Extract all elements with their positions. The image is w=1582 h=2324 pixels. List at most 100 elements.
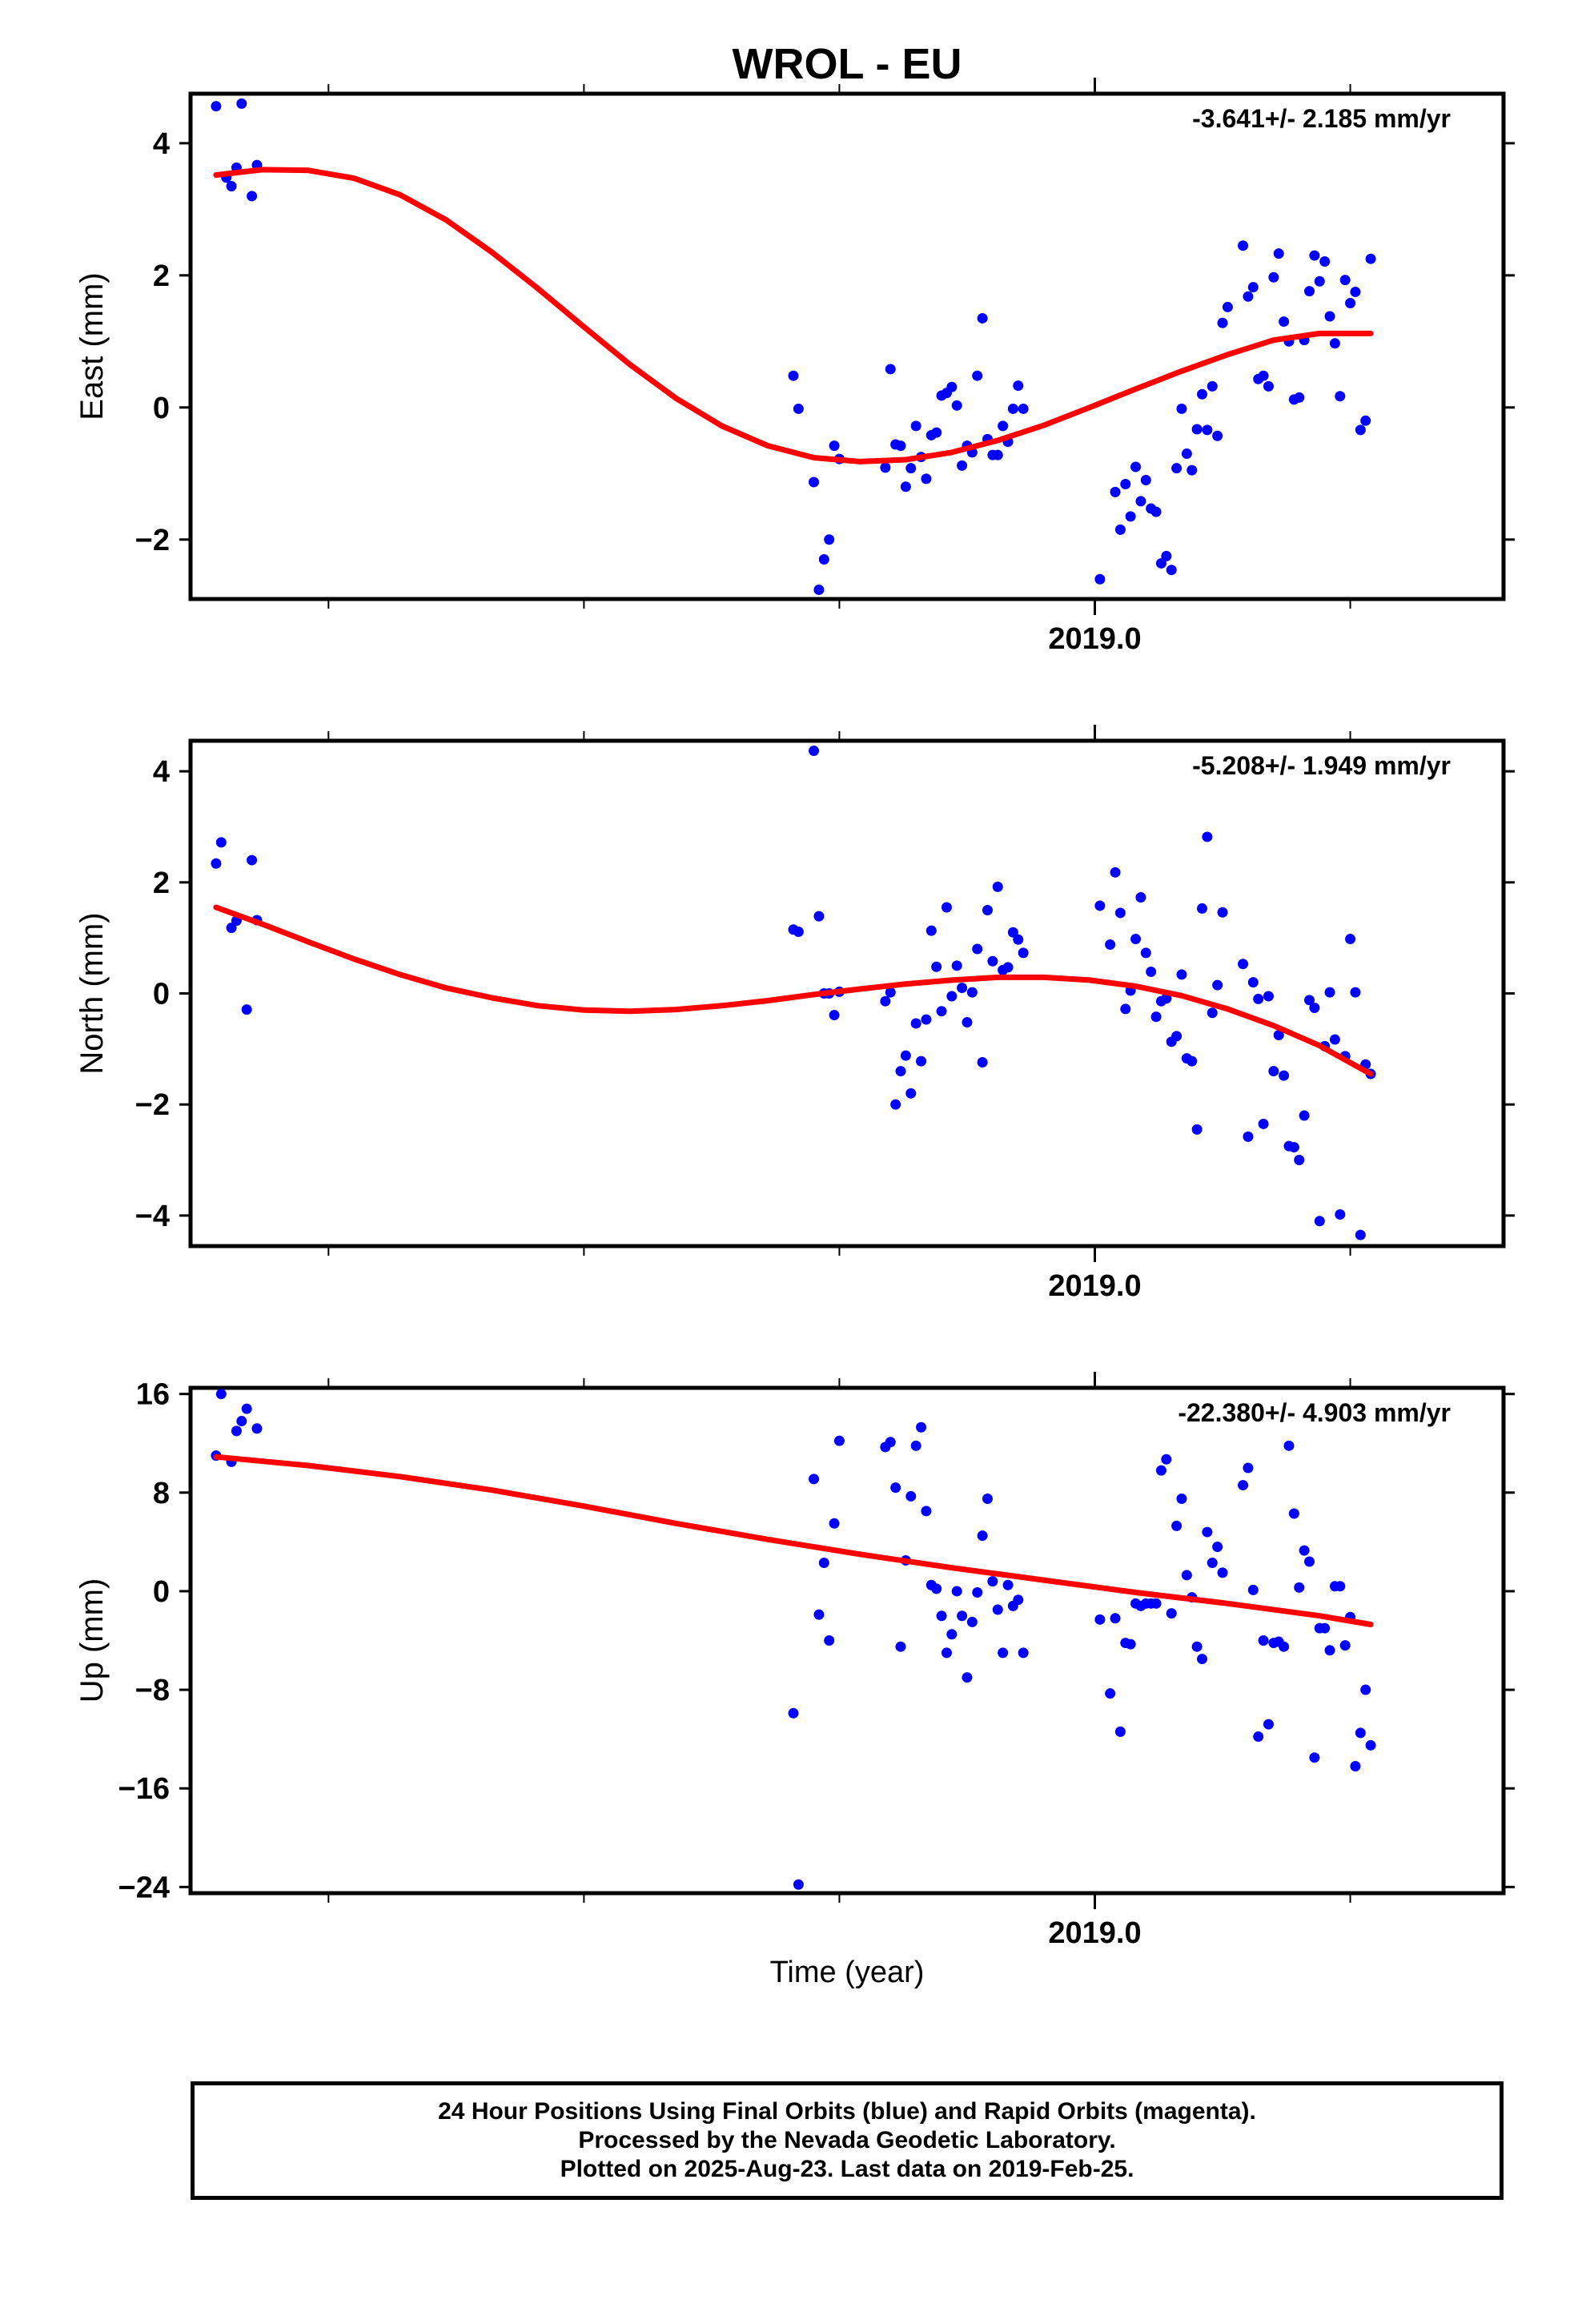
- data-point: [1191, 424, 1203, 435]
- data-point: [1279, 316, 1290, 328]
- data-point: [1335, 391, 1346, 402]
- data-point: [833, 1435, 845, 1446]
- data-point: [1197, 388, 1208, 400]
- data-point: [1319, 256, 1331, 267]
- data-point: [1171, 1520, 1182, 1531]
- data-point: [1018, 947, 1029, 959]
- data-point: [977, 1056, 988, 1068]
- data-point: [895, 440, 906, 452]
- data-point: [1125, 511, 1136, 522]
- caption-line-1: 24 Hour Positions Using Final Orbits (bl…: [438, 2098, 1256, 2125]
- data-point: [895, 1066, 906, 1077]
- data-point: [1294, 1155, 1305, 1166]
- data-point: [809, 1474, 820, 1485]
- data-point: [972, 943, 983, 955]
- data-point: [1360, 415, 1371, 426]
- data-point: [910, 1018, 921, 1029]
- data-point: [829, 440, 840, 452]
- data-point: [1202, 1526, 1213, 1538]
- data-point: [1247, 977, 1259, 988]
- data-point: [962, 1017, 973, 1028]
- data-point: [247, 854, 258, 866]
- caption-line-2: Processed by the Nevada Geodetic Laborat…: [578, 2127, 1116, 2153]
- plot-frame: [188, 91, 1506, 601]
- y-tick-label: 2: [153, 259, 170, 293]
- data-point: [957, 983, 968, 994]
- data-point: [1186, 464, 1198, 476]
- data-point: [1130, 934, 1142, 945]
- y-tick-label: −4: [135, 1200, 170, 1233]
- rate-annotation: -3.641+/- 2.185 mm/yr: [1192, 104, 1451, 133]
- y-tick-label: 4: [153, 755, 170, 789]
- data-point: [1094, 573, 1106, 585]
- y-tick-label: 8: [153, 1477, 170, 1510]
- y-tick-label: −2: [135, 524, 170, 557]
- data-point: [880, 462, 891, 473]
- data-point: [1150, 1598, 1162, 1609]
- y-tick-label: 0: [153, 1575, 170, 1609]
- data-point: [211, 101, 222, 112]
- data-point: [1268, 271, 1279, 283]
- data-point: [987, 1576, 998, 1587]
- data-point: [962, 1672, 973, 1683]
- data-point: [1140, 475, 1151, 486]
- data-point: [793, 927, 804, 938]
- data-point: [1243, 1131, 1254, 1142]
- data-point: [1273, 1030, 1284, 1041]
- data-point: [1273, 248, 1284, 259]
- data-point: [1258, 1118, 1269, 1129]
- data-point: [1105, 1688, 1116, 1699]
- data-point: [231, 1425, 242, 1437]
- data-point: [1018, 403, 1029, 414]
- plot-frame: [188, 738, 1506, 1248]
- data-point: [1171, 1031, 1182, 1042]
- data-point: [972, 1586, 983, 1598]
- data-point: [1197, 1654, 1208, 1665]
- data-point: [818, 1558, 829, 1569]
- data-point: [1202, 831, 1213, 842]
- data-point: [236, 98, 247, 109]
- data-point: [966, 1616, 978, 1627]
- data-point: [1258, 1635, 1269, 1646]
- data-point: [921, 1506, 932, 1517]
- data-point: [1304, 1556, 1315, 1567]
- data-point: [1007, 927, 1018, 938]
- data-point: [809, 745, 820, 756]
- data-point: [1013, 1594, 1024, 1606]
- data-point: [957, 1610, 968, 1622]
- data-point: [813, 584, 825, 595]
- data-point: [1135, 892, 1146, 903]
- data-point: [1146, 966, 1157, 977]
- data-point: [1299, 1545, 1310, 1556]
- data-point: [1365, 253, 1376, 264]
- data-point: [1207, 1007, 1218, 1019]
- data-point: [813, 911, 825, 922]
- data-point: [1176, 403, 1187, 414]
- figure-title: WROL - EU: [733, 40, 962, 88]
- data-point: [1120, 478, 1131, 489]
- data-point: [1304, 995, 1315, 1006]
- data-point: [1253, 993, 1264, 1004]
- north-panel: −4 −2 0 2 4 2019.0 North (mm) -5.208+/- 1.949 m…: [74, 725, 1515, 1303]
- data-point: [926, 925, 937, 936]
- data-point: [1191, 1124, 1203, 1135]
- data-point: [1294, 1582, 1305, 1593]
- data-point: [1238, 1480, 1249, 1491]
- data-point: [977, 312, 988, 324]
- data-point: [1212, 979, 1223, 991]
- data-point: [1238, 959, 1249, 970]
- data-point: [1013, 380, 1024, 392]
- data-point: [1335, 1581, 1346, 1592]
- data-point: [226, 923, 237, 934]
- y-axis-label: Up (mm): [74, 1578, 110, 1703]
- data-point: [215, 1389, 227, 1400]
- data-point: [1217, 1567, 1228, 1578]
- data-point: [1181, 1570, 1192, 1581]
- x-tick-label: 2019.0: [1048, 622, 1141, 656]
- data-point: [1094, 900, 1106, 911]
- data-point: [890, 1099, 901, 1110]
- data-point: [1094, 1614, 1106, 1625]
- data-point: [910, 1440, 921, 1451]
- data-point: [251, 1423, 263, 1434]
- data-point: [829, 1010, 840, 1021]
